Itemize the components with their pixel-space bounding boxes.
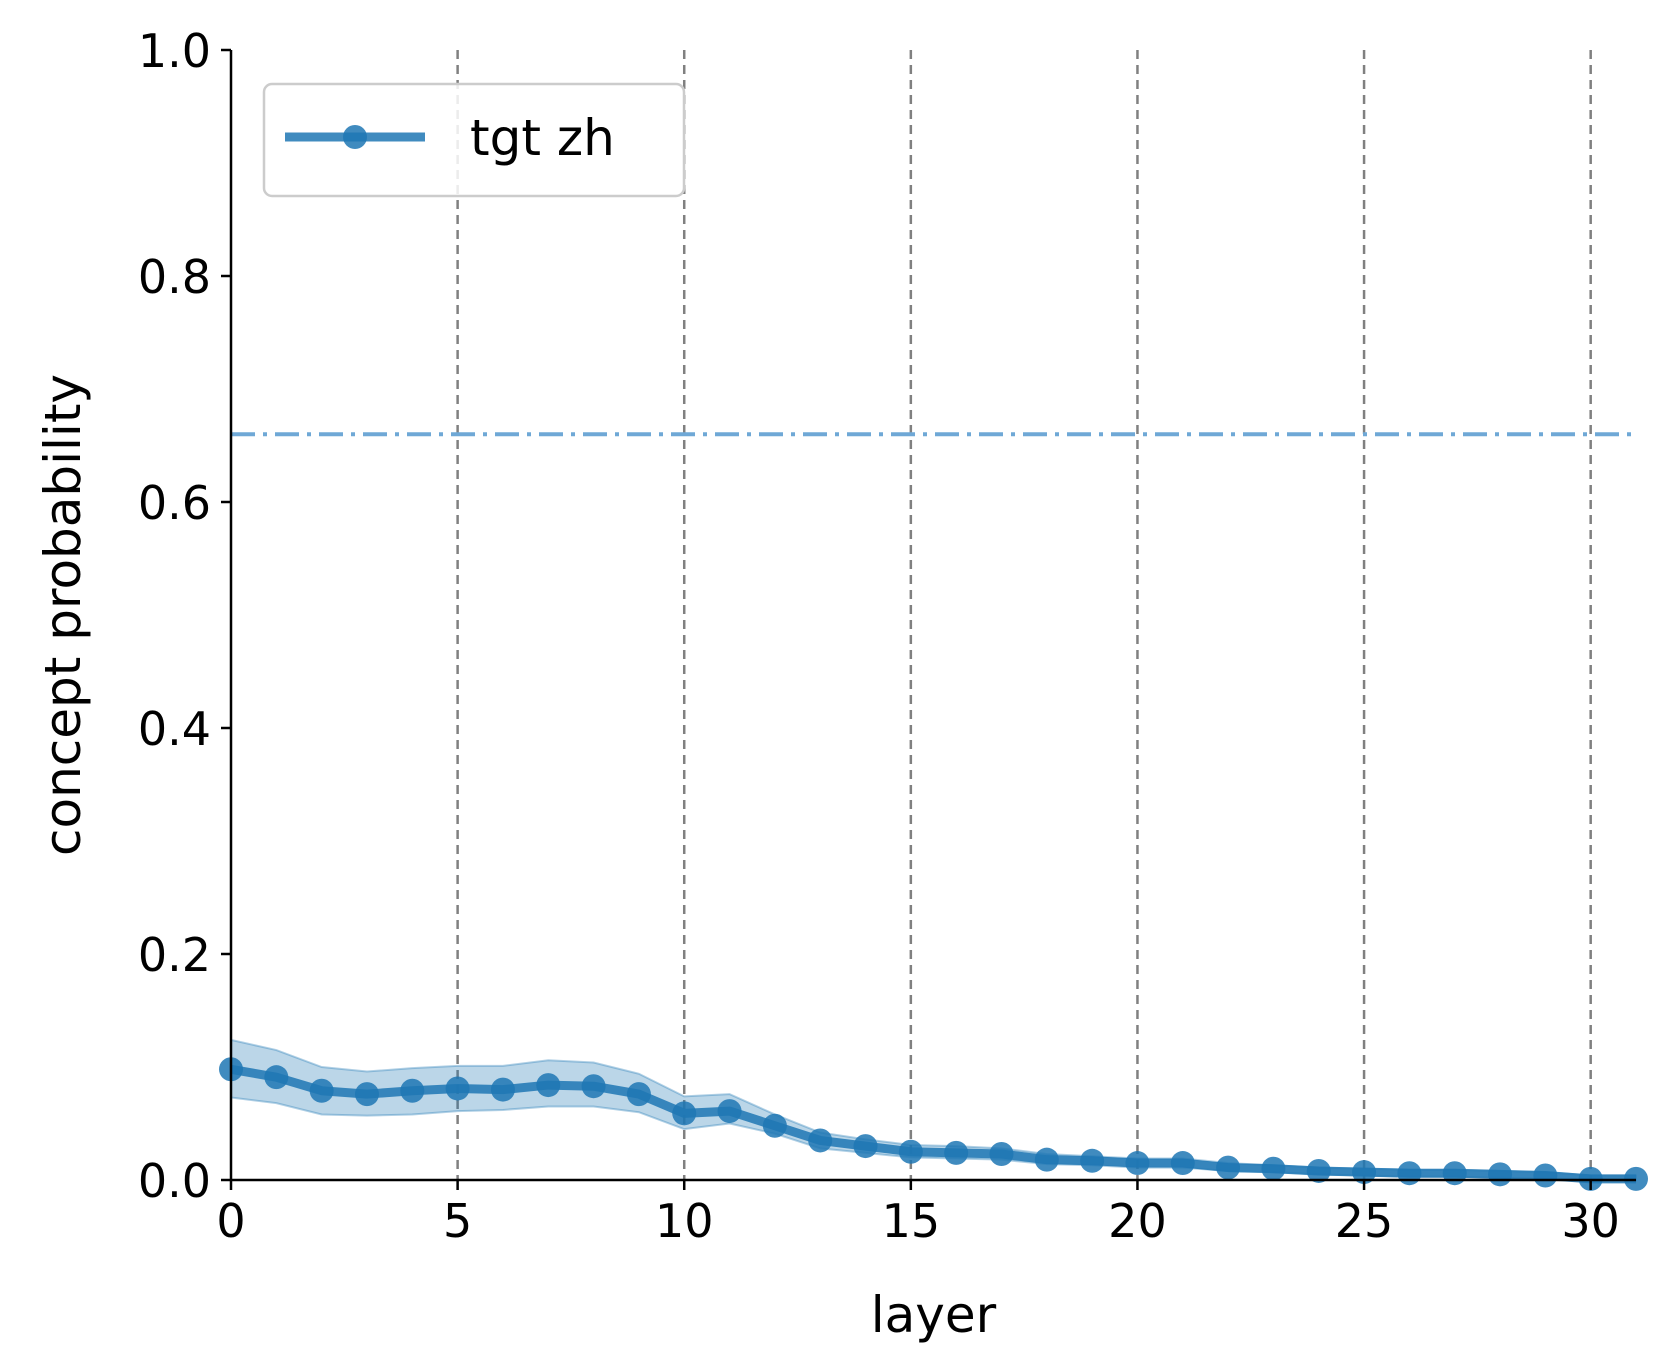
y-tick-label-0.8: 0.8	[138, 250, 211, 304]
axes	[229, 50, 1636, 1182]
data-point-layer-19	[1080, 1148, 1105, 1173]
data-point-layer-22	[1216, 1155, 1241, 1180]
data-point-layer-26	[1397, 1161, 1422, 1186]
data-point-layer-12	[762, 1113, 787, 1138]
data-point-layer-1	[264, 1065, 289, 1090]
y-tick-label-0.0: 0.0	[138, 1154, 211, 1208]
y-axis-ticks: 0.0 0.2 0.4 0.6 0.8 1.0	[138, 24, 231, 1208]
x-tick-label-30: 30	[1561, 1194, 1620, 1248]
vertical-reference-lines	[456, 50, 1592, 1180]
data-point-layer-17	[989, 1142, 1014, 1167]
y-tick-label-0.2: 0.2	[138, 928, 211, 982]
data-point-layer-25	[1352, 1160, 1377, 1185]
legend-series-marker	[343, 125, 367, 149]
data-point-layer-13	[808, 1128, 833, 1153]
x-axis-label: layer	[871, 1286, 997, 1344]
x-tick-label-15: 15	[882, 1194, 941, 1248]
x-tick-label-25: 25	[1335, 1194, 1394, 1248]
x-axis-ticks: 0 5 10 15 20 25 30	[216, 1180, 1620, 1248]
data-point-layer-6	[490, 1077, 515, 1102]
series-line	[230, 1064, 1636, 1184]
data-point-layer-9	[626, 1082, 651, 1107]
x-tick-label-20: 20	[1108, 1194, 1167, 1248]
data-point-layer-14	[853, 1134, 878, 1159]
data-point-layer-28	[1488, 1162, 1513, 1187]
y-tick-label-0.6: 0.6	[138, 476, 211, 530]
legend: tgt zh	[262, 82, 686, 198]
data-point-layer-29	[1533, 1163, 1558, 1188]
data-point-layer-16	[944, 1140, 969, 1165]
confidence-band	[230, 1038, 1637, 1181]
data-point-layer-20	[1125, 1151, 1150, 1176]
x-tick-label-5: 5	[443, 1194, 472, 1248]
y-tick-label-1.0: 1.0	[138, 24, 211, 78]
data-point-layer-4	[400, 1078, 425, 1103]
y-tick-label-0.4: 0.4	[138, 702, 211, 756]
legend-box	[262, 82, 686, 198]
data-point-layer-18	[1034, 1147, 1059, 1172]
data-point-layer-24	[1306, 1158, 1331, 1183]
y-axis-label: concept probability	[34, 374, 92, 856]
data-point-layer-2	[309, 1078, 334, 1103]
x-tick-label-0: 0	[216, 1194, 245, 1248]
data-point-layer-11	[717, 1099, 742, 1124]
data-point-layer-23	[1261, 1156, 1286, 1181]
data-point-layer-10	[672, 1101, 697, 1126]
data-point-layer-5	[445, 1076, 470, 1101]
confidence-band-area	[230, 1038, 1637, 1181]
data-point-layer-27	[1442, 1161, 1467, 1186]
data-point-layer-21	[1170, 1151, 1195, 1176]
legend-series-label: tgt zh	[470, 109, 615, 167]
data-point-layer-15	[898, 1139, 923, 1164]
x-tick-label-10: 10	[655, 1194, 714, 1248]
data-point-layer-8	[581, 1074, 606, 1099]
data-point-layer-3	[354, 1082, 379, 1107]
series-line-group	[230, 1064, 1636, 1184]
data-point-layer-7	[536, 1073, 561, 1098]
